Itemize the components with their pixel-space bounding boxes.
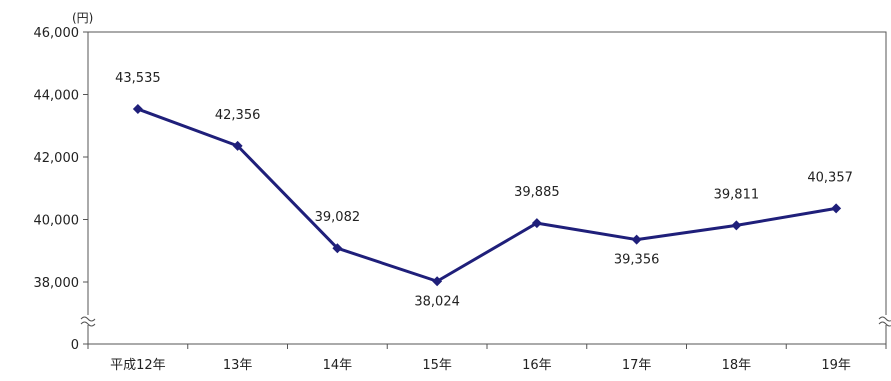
series-line [137, 107, 837, 283]
y-tick-label: 44,000 [34, 89, 80, 104]
x-tick-label: 平成12年 [110, 358, 166, 373]
data-point-marker [232, 140, 243, 151]
y-tick-label: 38,000 [34, 276, 80, 291]
axis-break-left [80, 315, 96, 327]
x-tick-label: 17年 [622, 358, 652, 373]
data-label: 39,356 [614, 253, 660, 268]
data-label: 39,082 [315, 210, 361, 225]
data-point-marker [332, 243, 343, 254]
data-point-marker [132, 104, 143, 115]
x-tick-label: 14年 [323, 358, 353, 373]
data-point-marker [531, 218, 542, 229]
plot-frame [87, 31, 887, 345]
data-point-marker [731, 220, 742, 231]
data-label: 40,357 [807, 170, 853, 185]
data-point-marker [631, 234, 642, 245]
x-axis-labels: 平成12年 13年 14年 15年 16年 17年 18年 19年 [87, 344, 887, 373]
data-labels: 43,535 42,356 39,082 38,024 39,885 39,356 39,8… [115, 71, 853, 309]
x-tick-label: 19年 [821, 358, 851, 373]
data-series [132, 104, 842, 287]
data-point-marker [831, 203, 842, 214]
data-label: 43,535 [115, 71, 161, 86]
y-unit-label: (円) [72, 11, 93, 25]
x-tick-label: 13年 [223, 358, 253, 373]
y-tick-label: 42,000 [34, 151, 80, 166]
data-label: 39,885 [514, 185, 560, 200]
x-tick-label: 18年 [722, 358, 752, 373]
y-tick-label: 0 [71, 338, 79, 353]
axis-break-right [878, 315, 891, 327]
y-axis-ticks: 46,000 44,000 42,000 40,000 38,000 0 [34, 26, 88, 353]
data-point-marker [432, 276, 443, 287]
chart-axes [80, 31, 891, 345]
data-label: 39,811 [714, 187, 760, 202]
data-label: 42,356 [215, 108, 261, 123]
y-tick-label: 46,000 [34, 26, 80, 41]
x-tick-label: 15年 [422, 358, 452, 373]
y-tick-label: 40,000 [34, 214, 80, 229]
data-label: 38,024 [414, 294, 460, 309]
x-tick-label: 16年 [522, 358, 552, 373]
